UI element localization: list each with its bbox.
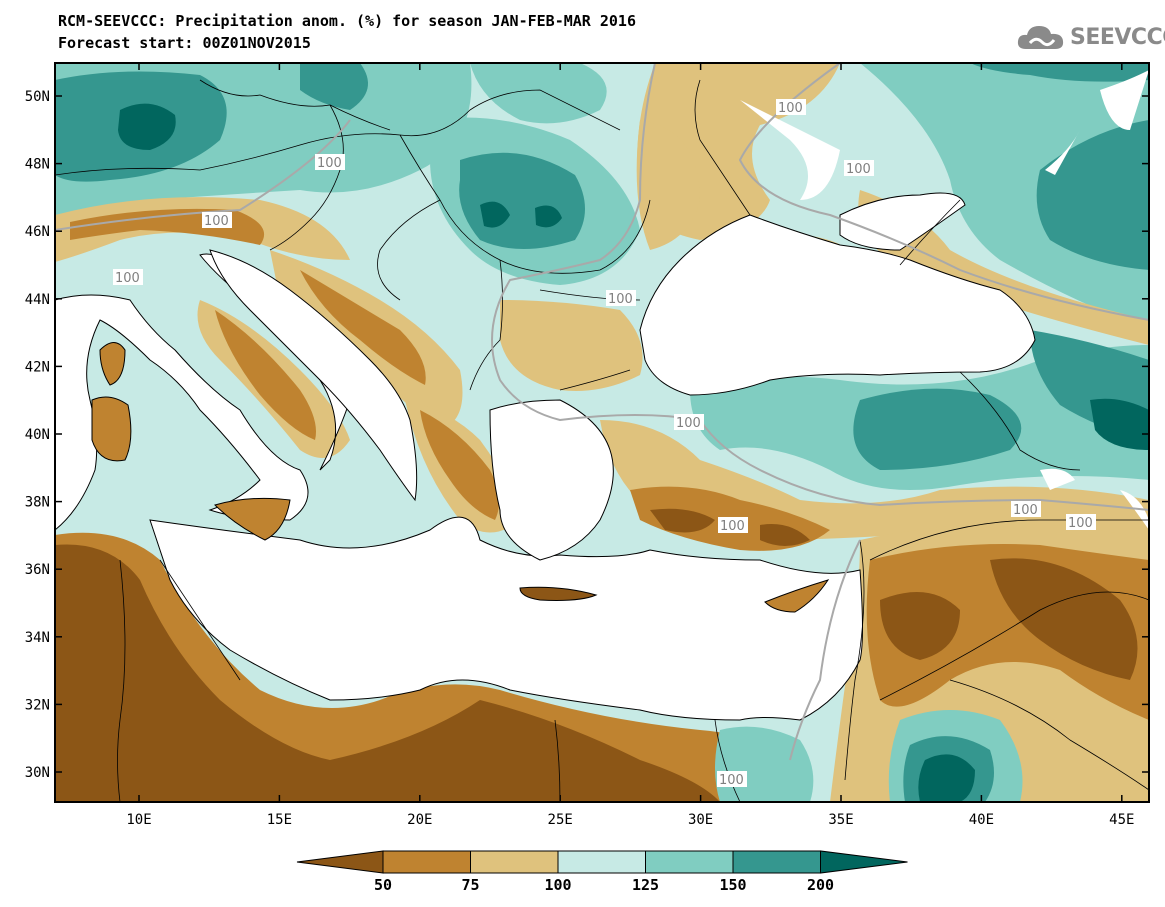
- lat-label: 50N: [25, 89, 50, 105]
- contour-label: 100: [846, 162, 871, 177]
- country-borders: [55, 79, 1149, 802]
- contour-label: 100: [1013, 503, 1038, 518]
- colorbar-arrow-low: [296, 850, 384, 874]
- anomaly-zone-poland: [470, 63, 607, 124]
- anomaly-zone-hungary-peak: [480, 201, 562, 228]
- logo-text: SEEVCCC: [1070, 24, 1165, 50]
- lat-label: 32N: [25, 697, 50, 713]
- lon-label: 35E: [828, 812, 853, 828]
- caspian-sea: [1040, 468, 1149, 530]
- lat-label: 30N: [25, 765, 50, 781]
- map-field: 100 100 100 100 100 100 100 100 100 100 …: [55, 63, 1149, 802]
- lon-label: 45E: [1109, 812, 1134, 828]
- sea-of-azov: [839, 192, 966, 251]
- colorbar-tick-label: 150: [719, 876, 746, 894]
- cloud-icon: [1017, 26, 1064, 49]
- lat-label: 44N: [25, 292, 50, 308]
- colorbar-box: [470, 850, 559, 874]
- lon-label: 30E: [688, 812, 713, 828]
- contour-label: 100: [204, 214, 229, 229]
- colorbar-arrow-high: [820, 850, 908, 874]
- contour-label: 100: [720, 519, 745, 534]
- lat-label: 46N: [25, 224, 50, 240]
- lon-label: 15E: [267, 812, 292, 828]
- adriatic-sea: [209, 249, 418, 502]
- anomaly-zone-taurus-peak: [650, 508, 810, 546]
- contour-label: 100: [719, 773, 744, 788]
- colorbar-tick-label: 125: [632, 876, 659, 894]
- map-title: RCM-SEEVCCC: Precipitation anom. (%) for…: [58, 12, 636, 30]
- colorbar-box: [382, 850, 471, 874]
- colorbar-box: [557, 850, 646, 874]
- forecast-start: Forecast start: 00Z01NOV2015: [58, 34, 311, 52]
- contour-label: 100: [676, 416, 701, 431]
- colorbar-box: [645, 850, 734, 874]
- anomaly-zone-germany-peak: [118, 103, 176, 150]
- anomaly-zone-greece-moderate: [420, 410, 499, 520]
- anomaly-zone-caucasus-peak: [1090, 398, 1149, 450]
- lon-label: 40E: [969, 812, 994, 828]
- lat-label: 48N: [25, 157, 50, 173]
- lon-label: 20E: [407, 812, 432, 828]
- colorbar: 50 75 100 125 150 200: [296, 850, 908, 894]
- crete: [519, 586, 598, 601]
- anomaly-zone-russia-east: [860, 63, 1149, 330]
- contour-label: 100: [317, 156, 342, 171]
- aegean-sea: [489, 399, 614, 561]
- contour-label: 100: [608, 292, 633, 307]
- anomaly-zone-kuban-dry: [858, 190, 1149, 345]
- lat-label: 38N: [25, 495, 50, 511]
- lat-label: 40N: [25, 427, 50, 443]
- cyprus: [764, 579, 830, 613]
- anomaly-zone-dinaric-moderate: [300, 270, 426, 385]
- seevccc-logo: SEEVCCC: [1016, 22, 1165, 52]
- contour-label: 100: [115, 271, 140, 286]
- anomaly-zone-czechia: [300, 63, 368, 110]
- anomaly-zone-bulgaria-dry: [500, 300, 643, 391]
- black-sea: [639, 214, 1036, 396]
- colorbar-box: [732, 850, 821, 874]
- colorbar-tick-label: 200: [807, 876, 834, 894]
- sicily: [214, 497, 291, 541]
- lon-label: 10E: [126, 812, 151, 828]
- latitude-axis: 50N 48N 46N 44N 42N 40N 38N 36N 34N 32N 30N: [25, 89, 1149, 781]
- contour-label: 100: [778, 101, 803, 116]
- colorbar-tick-label: 75: [461, 876, 479, 894]
- contour-label: 100: [1068, 516, 1093, 531]
- colorbar-tick-label: 100: [544, 876, 571, 894]
- lon-label: 25E: [548, 812, 573, 828]
- anomaly-zone-moldova-dry: [636, 120, 700, 250]
- contour-100: [55, 63, 1149, 761]
- anomaly-zone-italy-moderate: [215, 310, 316, 440]
- anomaly-zone-arabia-peak: [918, 754, 975, 802]
- anomaly-zone-russia-north: [970, 63, 1149, 82]
- colorbar-tick-label: 50: [374, 876, 392, 894]
- map-frame: [54, 62, 1150, 803]
- contour-labels: 100 100 100 100 100 100 100 100 100 100 …: [113, 99, 1096, 788]
- lat-label: 36N: [25, 562, 50, 578]
- anomaly-zone-russia-high: [1036, 120, 1149, 270]
- anomaly-zone-africa-peak: [55, 544, 720, 802]
- lat-label: 34N: [25, 630, 50, 646]
- longitude-axis: 10E 15E 20E 25E 30E 35E 40E 45E: [126, 63, 1134, 828]
- anomaly-zone-pontic-high: [853, 388, 1022, 470]
- corsica-sardinia: [91, 342, 132, 462]
- anomaly-zone-syria-peak: [880, 558, 1138, 680]
- lat-label: 42N: [25, 359, 50, 375]
